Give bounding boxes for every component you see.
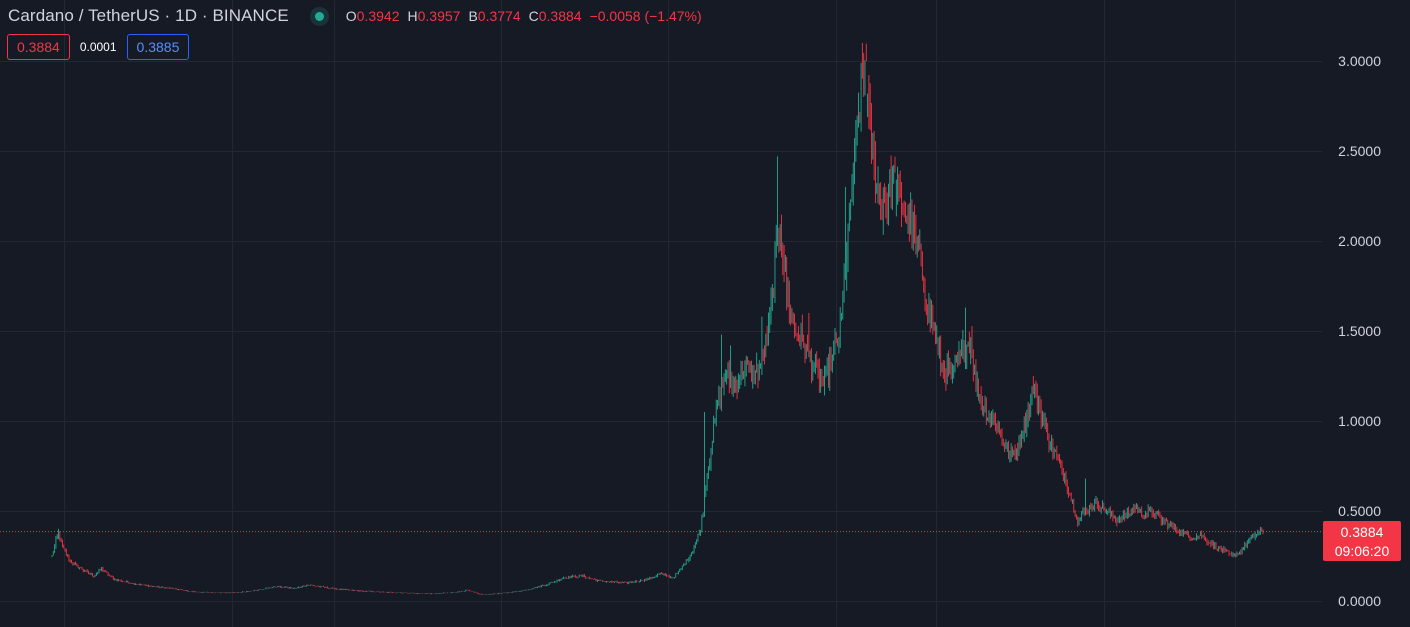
price-axis[interactable]: 3.0000 2.5000 2.0000 1.5000 1.0000 0.5000 0.00… xyxy=(1338,53,1381,609)
price-axis-label: 1.0000 xyxy=(1338,413,1381,429)
candles xyxy=(51,43,1264,595)
price-axis-label: 2.0000 xyxy=(1338,233,1381,249)
ohlc-values: O0.3942 H0.3957 B0.3774 C0.3884 −0.0058 … xyxy=(346,8,702,24)
price-axis-label: 0.0000 xyxy=(1338,593,1381,609)
symbol-title[interactable]: Cardano / TetherUS · 1D · BINANCE xyxy=(8,6,289,25)
price-axis-label: 2.5000 xyxy=(1338,143,1381,159)
ohlc-low: B0.3774 xyxy=(468,8,521,24)
ohlc-close: C0.3884 xyxy=(528,8,582,24)
price-axis-label: 3.0000 xyxy=(1338,53,1381,69)
last-price-value: 0.3884 xyxy=(1340,524,1384,540)
spread-value: 0.0001 xyxy=(79,40,117,54)
ohlc-open: O0.3942 xyxy=(345,8,400,24)
quote-panel: 0.3884 0.0001 0.3885 xyxy=(7,34,190,60)
ohlc-change: −0.0058 (−1.47%) xyxy=(589,8,702,24)
last-price-label: 0.3884 09:06:20 xyxy=(1323,521,1401,561)
bar-countdown: 09:06:20 xyxy=(1334,543,1390,559)
market-open-dot-icon xyxy=(314,11,324,21)
ohlc-high: H0.3957 xyxy=(407,8,461,24)
sell-price-button[interactable]: 0.3884 xyxy=(7,34,70,60)
price-axis-label: 1.5000 xyxy=(1338,323,1381,339)
grid-lines xyxy=(0,0,1322,627)
price-axis-label: 0.5000 xyxy=(1338,503,1381,519)
buy-price-button[interactable]: 0.3885 xyxy=(126,34,190,60)
symbol-legend: Cardano / TetherUS · 1D · BINANCE O0.394… xyxy=(8,5,702,27)
